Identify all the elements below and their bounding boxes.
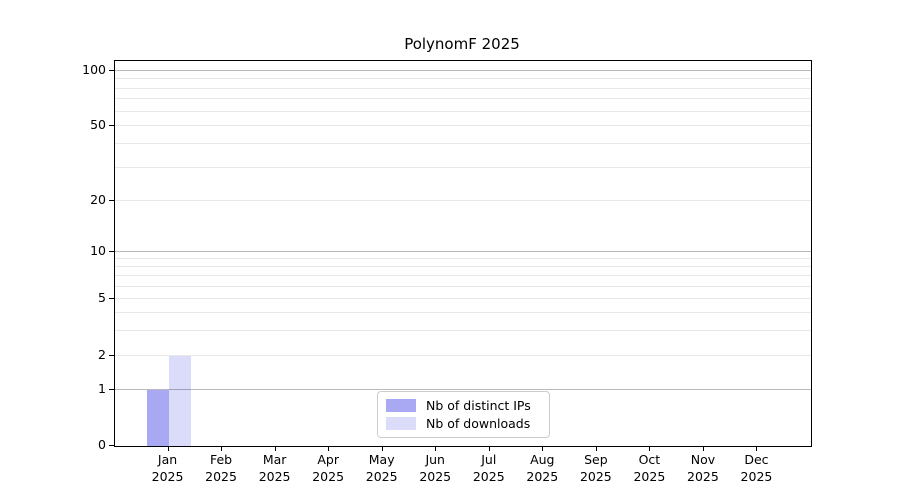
- gridline-60: [115, 110, 811, 112]
- x-tick-apr: [328, 446, 330, 451]
- gridline-80: [115, 87, 811, 89]
- x-tick-jan: [167, 446, 169, 451]
- x-tick-label-oct: Oct 2025: [633, 452, 666, 484]
- gridline-50: [115, 125, 811, 126]
- x-tick-label-aug: Aug 2025: [526, 452, 559, 484]
- gridline-9: [115, 258, 811, 260]
- gridline-8: [115, 266, 811, 268]
- y-tick-50: [109, 125, 114, 126]
- gridline-1: [115, 389, 811, 390]
- x-tick-label-jun: Jun 2025: [419, 452, 452, 484]
- x-tick-may: [381, 446, 383, 451]
- x-tick-label-feb: Feb 2025: [205, 452, 237, 484]
- y-tick-1: [109, 389, 114, 390]
- gridline-5: [115, 298, 811, 299]
- gridline-20: [115, 200, 811, 201]
- x-tick-jul: [488, 446, 490, 451]
- gridline-4: [115, 311, 811, 313]
- y-tick-label-0: 0: [98, 437, 106, 452]
- plot-area: [114, 60, 812, 447]
- chart-title: PolynomF 2025: [404, 35, 520, 53]
- gridline-40: [115, 143, 811, 145]
- legend-label: Nb of downloads: [426, 416, 531, 431]
- x-tick-aug: [542, 446, 544, 451]
- gridline-90: [115, 78, 811, 80]
- y-tick-label-100: 100: [82, 62, 106, 77]
- x-tick-jun: [435, 446, 437, 451]
- x-tick-label-may: May 2025: [365, 452, 398, 484]
- gridline-30: [115, 166, 811, 168]
- x-tick-label-dec: Dec 2025: [740, 452, 773, 484]
- x-tick-label-nov: Nov 2025: [687, 452, 719, 484]
- x-tick-sep: [595, 446, 597, 451]
- y-tick-100: [109, 70, 114, 71]
- gridline-100: [115, 70, 811, 71]
- x-tick-label-sep: Sep 2025: [579, 452, 612, 484]
- x-tick-mar: [274, 446, 276, 451]
- y-tick-label-1: 1: [98, 381, 106, 396]
- bar-nb-of-downloads-jan: [168, 356, 191, 446]
- x-tick-label-jan: Jan 2025: [151, 452, 184, 484]
- bar-nb-of-distinct-ips-jan: [146, 390, 169, 446]
- legend-label: Nb of distinct IPs: [426, 398, 531, 413]
- x-tick-label-jul: Jul 2025: [472, 452, 505, 484]
- gridline-10: [115, 251, 811, 252]
- gridline-2: [115, 355, 811, 356]
- legend-item: Nb of downloads: [386, 416, 541, 431]
- x-tick-label-apr: Apr 2025: [312, 452, 345, 484]
- gridline-70: [115, 98, 811, 100]
- gridline-3: [115, 329, 811, 331]
- legend-swatch-distinct-ips: [386, 399, 416, 412]
- x-tick-feb: [221, 446, 223, 451]
- y-tick-10: [109, 251, 114, 252]
- y-tick-label-2: 2: [98, 347, 106, 362]
- legend: Nb of distinct IPs Nb of downloads: [377, 391, 550, 438]
- x-tick-nov: [702, 446, 704, 451]
- y-tick-20: [109, 200, 114, 201]
- legend-swatch-downloads: [386, 417, 416, 430]
- x-tick-dec: [756, 446, 758, 451]
- y-tick-label-50: 50: [90, 117, 106, 132]
- y-tick-label-10: 10: [90, 243, 106, 258]
- y-tick-5: [109, 298, 114, 299]
- x-tick-oct: [649, 446, 651, 451]
- y-tick-label-20: 20: [90, 192, 106, 207]
- gridline-6: [115, 285, 811, 287]
- y-tick-label-5: 5: [98, 290, 106, 305]
- x-tick-label-mar: Mar 2025: [258, 452, 291, 484]
- legend-item: Nb of distinct IPs: [386, 398, 541, 413]
- gridline-7: [115, 275, 811, 277]
- y-tick-0: [109, 445, 114, 446]
- y-tick-2: [109, 355, 114, 356]
